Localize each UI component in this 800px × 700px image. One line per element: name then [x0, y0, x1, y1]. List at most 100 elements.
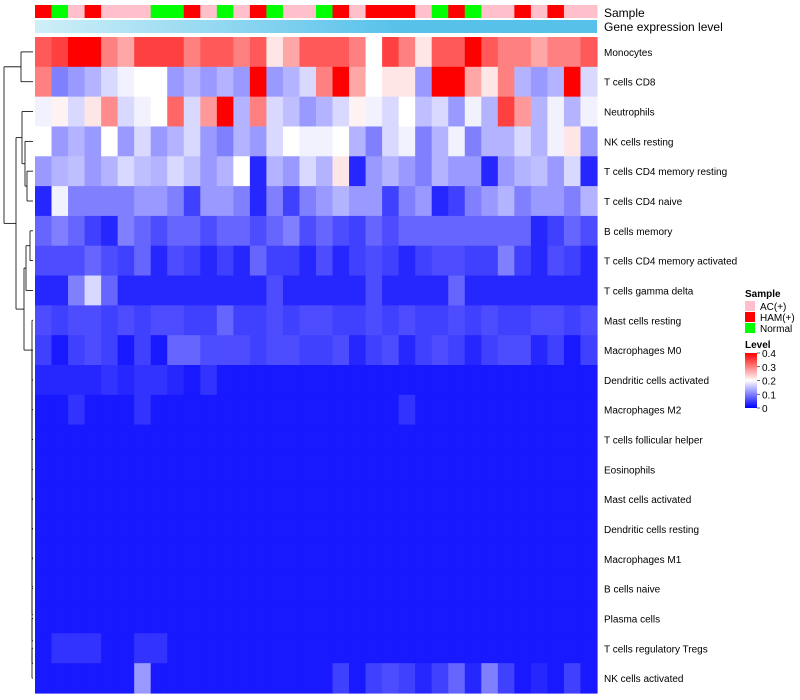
- heatmap-cell: [249, 454, 268, 485]
- heatmap-cell: [530, 37, 549, 68]
- heatmap-cell: [464, 37, 482, 68]
- heatmap-cell: [365, 245, 383, 277]
- heatmap-cell: [183, 96, 201, 128]
- heatmap-cell: [464, 335, 482, 366]
- heatmap-cell: [68, 66, 86, 98]
- heatmap-cell: [365, 603, 383, 634]
- heatmap-cell: [84, 305, 102, 336]
- heatmap-cell: [68, 484, 86, 515]
- heatmap-cell: [249, 603, 268, 634]
- heatmap-cell: [167, 663, 185, 694]
- heatmap-cell: [51, 424, 69, 456]
- heatmap-cell: [464, 454, 482, 485]
- heatmap-cell: [150, 365, 168, 396]
- heatmap-cell: [431, 633, 449, 664]
- heatmap-cell: [216, 215, 234, 247]
- heatmap-cell: [497, 335, 515, 366]
- sample-annotation-cell: [365, 5, 383, 18]
- heatmap-cell: [332, 215, 350, 247]
- heatmap-cell: [514, 96, 532, 128]
- heatmap-cell: [299, 215, 317, 247]
- heatmap-cell: [101, 305, 119, 336]
- heatmap-cell: [431, 514, 449, 545]
- heatmap-cell: [167, 305, 185, 336]
- heatmap-cell: [183, 603, 201, 634]
- heatmap-cell: [117, 305, 135, 336]
- row-labels: Monocytes T cells CD8 Neutrophils NK cells …: [604, 48, 737, 685]
- heatmap-cell: [233, 484, 251, 515]
- heatmap-cell: [167, 275, 185, 306]
- heatmap-cell: [497, 633, 515, 664]
- heatmap-cell: [332, 484, 350, 515]
- heatmap-cell: [580, 37, 598, 68]
- heatmap-cell: [299, 156, 317, 187]
- heatmap-cell: [183, 573, 201, 605]
- heatmap-cell: [134, 573, 152, 605]
- sample-annotation-cell: [415, 5, 433, 18]
- heatmap-cell: [68, 543, 86, 575]
- heatmap-cell: [35, 663, 53, 694]
- heatmap-cell: [530, 215, 549, 247]
- heatmap-cell: [464, 66, 482, 98]
- heatmap-cell: [134, 186, 152, 217]
- heatmap-cell: [249, 573, 268, 605]
- heatmap-cell: [68, 603, 86, 634]
- heatmap-cell: [448, 275, 466, 306]
- heatmap-cell: [266, 573, 284, 605]
- heatmap-cell: [481, 573, 499, 605]
- sample-annotation-label: Sample: [604, 6, 645, 20]
- sample-annotation-cell: [35, 5, 53, 18]
- row-label: Neutrophils: [604, 108, 655, 119]
- heatmap-cell: [183, 186, 201, 217]
- heatmap-cell: [415, 96, 433, 128]
- heatmap-cell: [365, 215, 383, 247]
- heatmap-cell: [382, 96, 400, 128]
- heatmap-cell: [481, 305, 499, 336]
- heatmap-cell: [481, 454, 499, 485]
- heatmap-cell: [464, 394, 482, 426]
- heatmap-cell: [282, 66, 301, 98]
- heatmap-cell: [547, 66, 565, 98]
- heatmap-cell: [233, 335, 251, 366]
- heatmap-cell: [382, 663, 400, 694]
- heatmap-cell: [84, 66, 102, 98]
- heatmap-cell: [249, 245, 268, 277]
- heatmap-cell: [431, 543, 449, 575]
- heatmap-cell: [200, 186, 218, 217]
- heatmap-cell: [382, 215, 400, 247]
- heatmap-cell: [464, 514, 482, 545]
- heatmap-cell: [183, 215, 201, 247]
- heatmap-cell: [150, 215, 168, 247]
- sample-annotation-cell: [497, 5, 515, 18]
- heatmap-cell: [233, 245, 251, 277]
- heatmap-cell: [249, 663, 268, 694]
- row-label: Macrophages M1: [604, 555, 682, 566]
- heatmap-cell: [464, 215, 482, 247]
- heatmap-cell: [448, 215, 466, 247]
- heatmap-cell: [150, 335, 168, 366]
- heatmap-cell: [117, 245, 135, 277]
- heatmap-cell: [332, 365, 350, 396]
- heatmap-cell: [580, 424, 598, 456]
- heatmap-cell: [431, 305, 449, 336]
- sample-annotation-cell: [563, 5, 581, 18]
- heatmap-cell: [563, 37, 582, 68]
- heatmap-cell: [448, 484, 466, 515]
- heatmap-cell: [249, 484, 268, 515]
- heatmap-cell: [349, 215, 367, 247]
- heatmap-cell: [365, 484, 383, 515]
- sample-annotation-cell: [167, 5, 185, 18]
- heatmap-cell: [431, 573, 449, 605]
- heatmap-cell: [547, 365, 565, 396]
- heatmap-cell: [233, 37, 251, 68]
- heatmap-cell: [431, 186, 449, 217]
- row-label: Macrophages M2: [604, 406, 682, 417]
- heatmap-cell: [299, 245, 317, 277]
- legend-level-tick-label: 0.2: [762, 377, 776, 388]
- heatmap-cell: [514, 66, 532, 98]
- heatmap-cell: [547, 215, 565, 247]
- heatmap-cell: [547, 335, 565, 366]
- heatmap-cell: [497, 215, 515, 247]
- heatmap-cell: [51, 394, 69, 426]
- sample-annotation-cell: [448, 5, 466, 18]
